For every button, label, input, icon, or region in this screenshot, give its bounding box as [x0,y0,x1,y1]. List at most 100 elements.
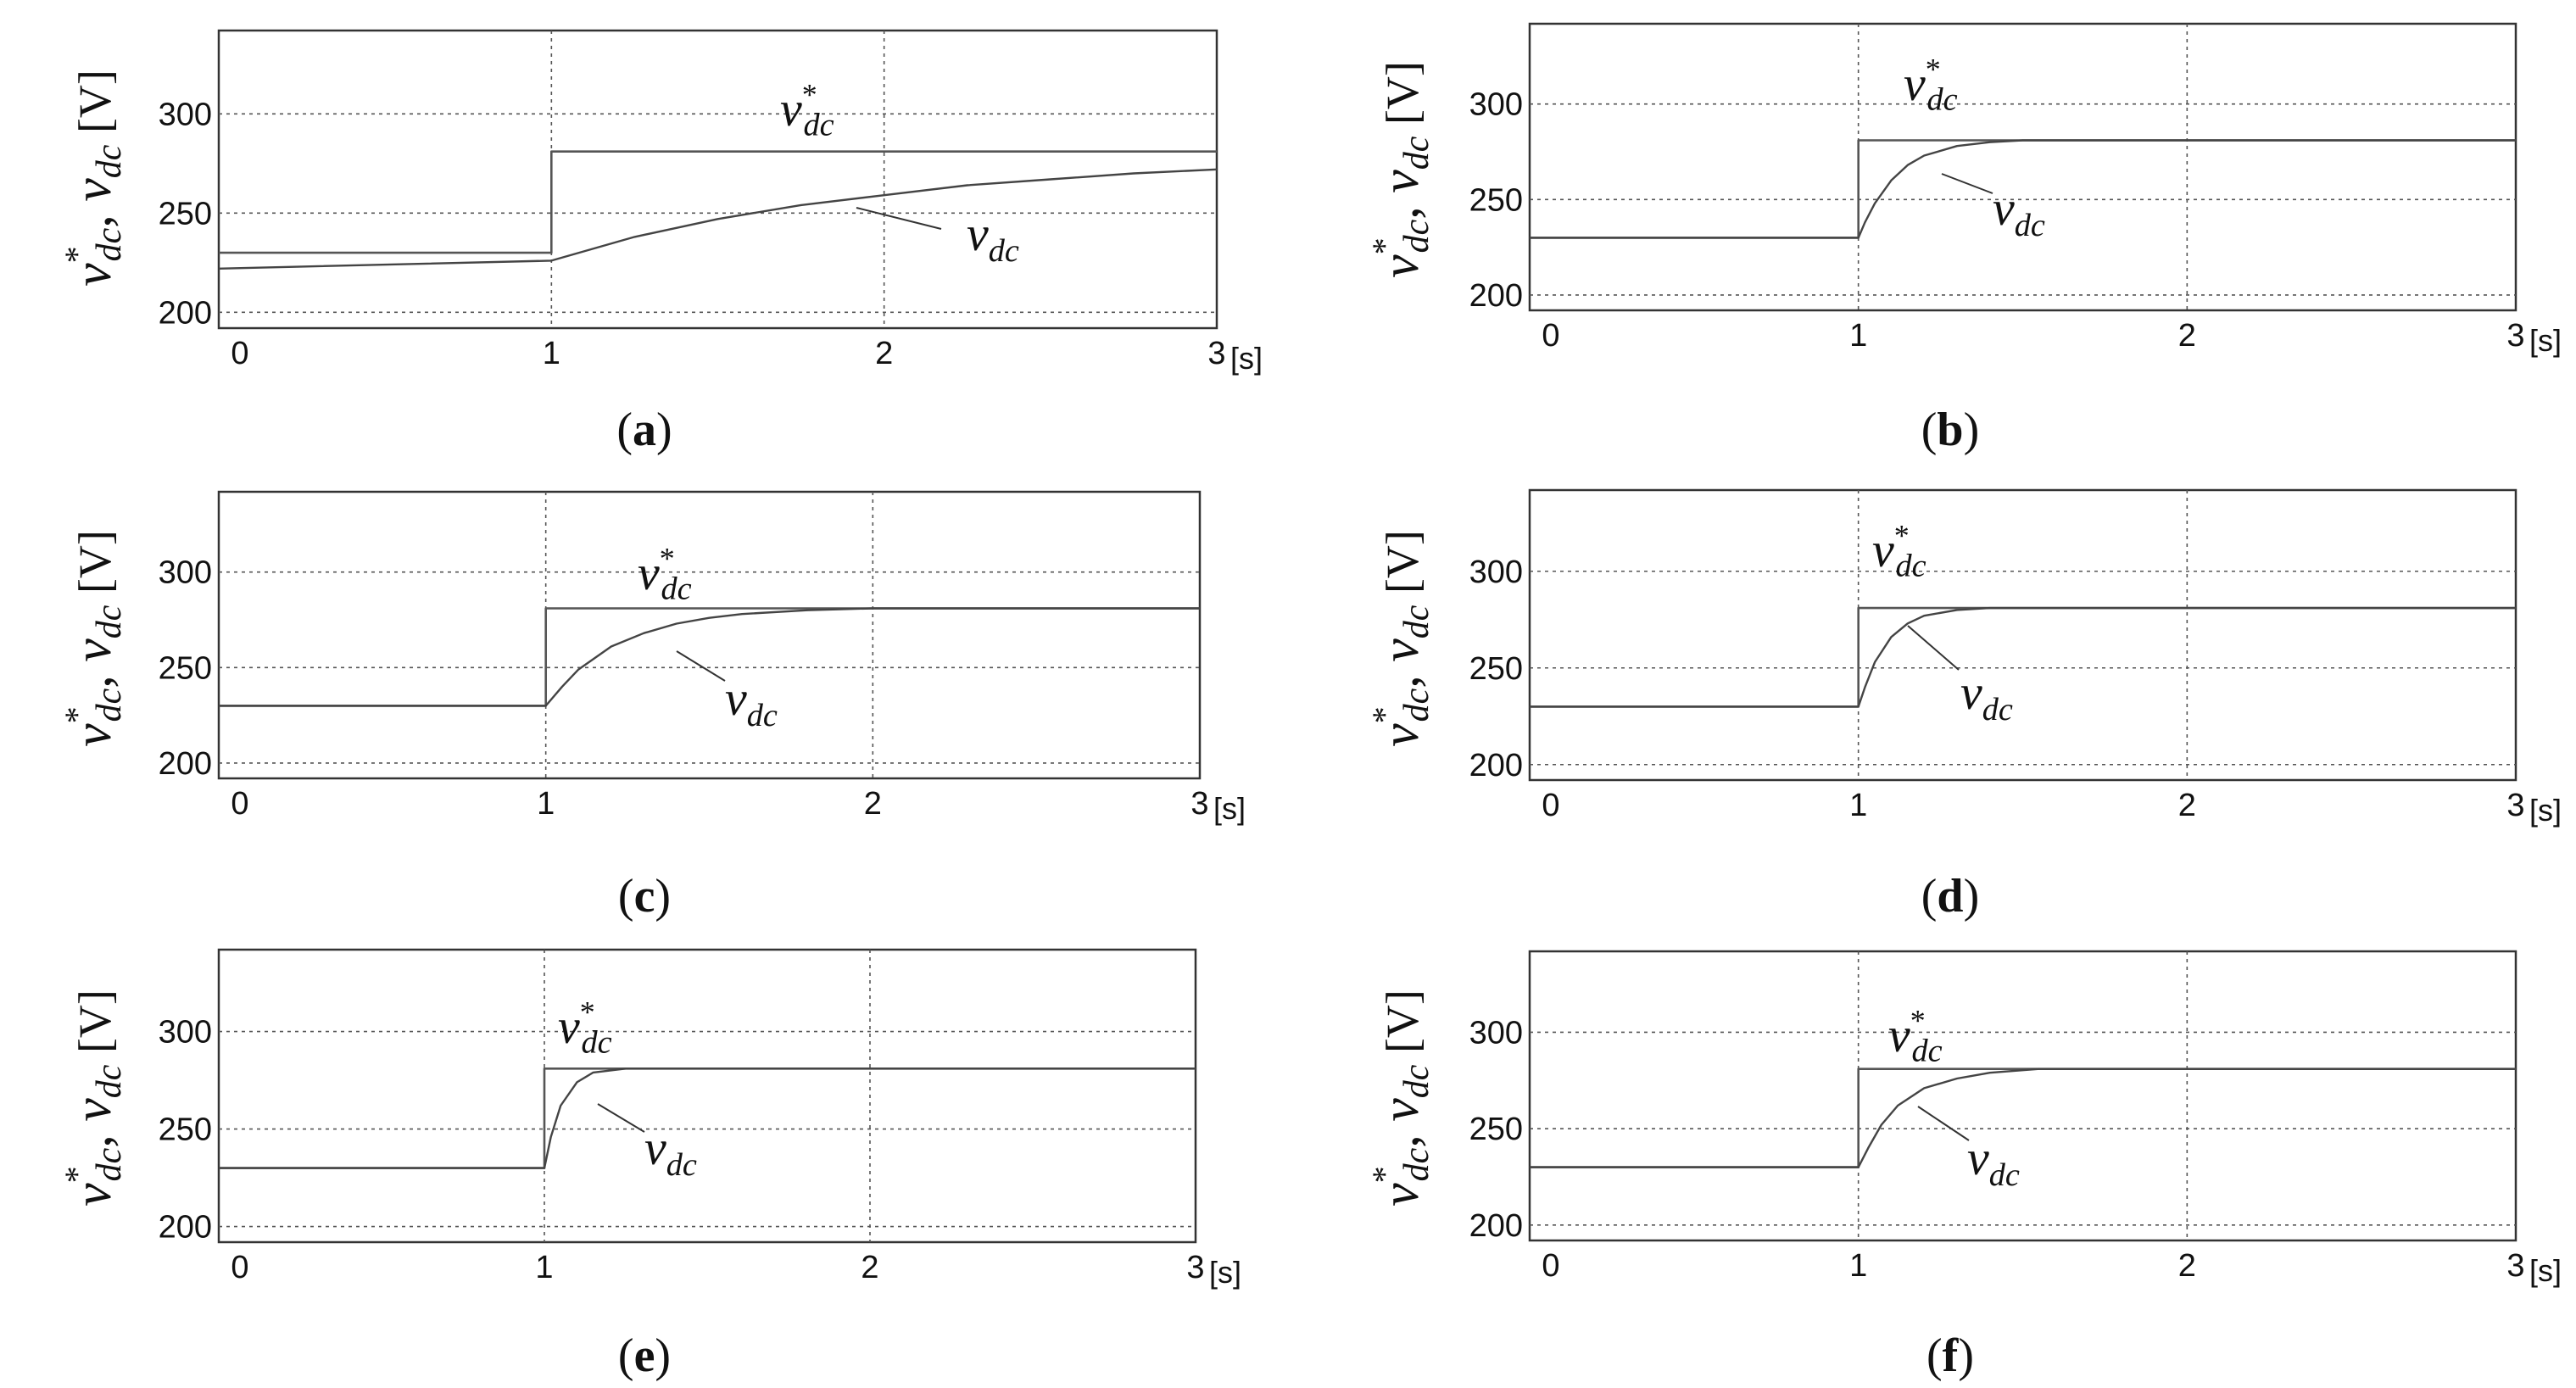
annotation-measured: vdc [644,1120,697,1183]
annotation-leader-line [1941,173,1993,194]
y-axis-star: * [1365,706,1403,723]
plot-frame [1528,22,2517,312]
annotation-reference-main: v [1904,56,1926,111]
y-axis-star: * [58,1166,96,1183]
series-measured-line [219,607,1200,707]
caption-close: ) [655,1329,671,1382]
y-axis-star: * [1365,1166,1403,1183]
x-tick-label: 3 [1186,1250,1204,1285]
y-axis-v2: v [1372,638,1430,676]
annotation-measured: vdc [967,206,1019,269]
y-tick-label: 200 [159,1210,212,1246]
y-tick-label: 200 [159,746,212,782]
y-axis-v2: v [64,178,122,215]
y-axis-label: v*dc, vdc [V] [1365,61,1436,278]
x-tick-label: 3 [1207,336,1225,371]
annotation-reference: v* dc [1888,1004,1943,1069]
series-measured-line [218,168,1218,270]
y-tick-label: 250 [1469,1112,1523,1147]
y-tick-label: 250 [1469,651,1523,687]
y-axis-comma: , [64,675,122,688]
annotation-reference-star: * [580,995,595,1029]
y-axis-sub1: dc [1397,1147,1436,1181]
plot-frame [217,29,1218,330]
y-axis-comma: , [1372,206,1430,220]
panel-caption: (a) [616,404,672,456]
y-axis-comma: , [1372,1134,1430,1148]
caption-close: ) [1958,1329,1974,1382]
y-tick-label: 200 [1469,278,1523,314]
y-axis-label: v*dc, vdc [V] [58,530,129,747]
annotation-reference-star: * [1910,1004,1926,1038]
series-reference-line [219,150,1217,254]
annotation-measured-main: v [967,206,989,261]
annotation-reference: v* dc [1904,53,1958,118]
y-axis-comma: , [64,215,122,228]
y-tick-label: 200 [1469,1208,1523,1244]
y-axis-label-text: v*dc, vdc [V] [58,530,129,747]
annotation-reference: v* dc [780,78,834,143]
y-tick-label: 200 [159,295,212,331]
caption-close: ) [656,404,672,456]
annotation-reference-main: v [780,81,802,137]
y-axis-sub2: dc [90,144,129,178]
x-tick-label: 1 [537,786,555,822]
annotation-reference-sub: dc [1895,549,1926,584]
annotation-measured-sub: dc [747,698,778,733]
annotation-reference-sub: dc [581,1025,611,1061]
annotation-measured: vdc [1967,1130,2020,1193]
caption-letter: c [634,870,655,923]
x-tick-label: 0 [1542,788,1559,823]
y-axis-unit: [V] [70,70,120,144]
plot-frame [1528,950,2517,1242]
y-tick-label: 300 [1469,1015,1523,1051]
y-tick-label: 250 [159,196,212,231]
y-axis-v1: v [64,723,122,747]
x-tick-label: 1 [543,336,560,371]
y-tick-label: 200 [1469,748,1523,783]
x-tick-label: 3 [2506,788,2524,823]
x-tick-label: 0 [231,786,248,822]
y-tick-label: 250 [159,650,212,686]
series-measured-line [1530,139,2516,239]
y-axis-v1: v [1372,723,1430,747]
annotation-leader-line [856,207,942,230]
x-tick-label: 0 [1542,1248,1559,1284]
annotation-reference-main: v [1888,1007,1910,1062]
annotation-reference-main: v [1872,522,1894,577]
x-unit-label: [s] [2529,323,2562,358]
x-tick-label: 2 [875,336,893,371]
y-axis-v1: v [64,1183,122,1207]
y-axis-unit: [V] [70,530,120,605]
y-axis-label: v*dc, vdc [V] [58,989,129,1207]
annotation-reference: v* dc [558,995,612,1061]
caption-letter: e [634,1329,655,1382]
y-axis-v1: v [1372,254,1430,278]
annotation-reference-star: * [1894,519,1910,553]
y-axis-label-text: v*dc, vdc [V] [1365,61,1436,278]
plot-frame [217,948,1197,1244]
annotation-measured-main: v [1960,665,1982,720]
caption-open: ( [1926,1329,1943,1382]
annotation-reference-star: * [802,78,817,112]
y-tick-label: 250 [1469,182,1523,218]
annotation-reference-star: * [1926,53,1941,86]
y-axis-label: v*dc, vdc [V] [1365,530,1436,747]
y-axis-unit: [V] [1377,989,1428,1064]
y-axis-star: * [1365,237,1403,254]
y-axis-unit: [V] [70,989,120,1064]
annotation-reference-sub: dc [1926,82,1957,118]
y-axis-comma: , [1372,675,1430,688]
annotation-reference-sub: dc [1911,1034,1942,1069]
y-axis-v2: v [1372,170,1430,207]
annotation-reference-main: v [558,999,580,1054]
caption-letter: d [1937,870,1963,923]
x-tick-label: 2 [2178,788,2196,823]
series-measured-line [1530,606,2516,708]
y-axis-sub2: dc [90,605,129,638]
y-axis-sub2: dc [1397,136,1436,170]
panel-caption: (e) [618,1329,671,1382]
annotation-measured-main: v [644,1120,666,1175]
